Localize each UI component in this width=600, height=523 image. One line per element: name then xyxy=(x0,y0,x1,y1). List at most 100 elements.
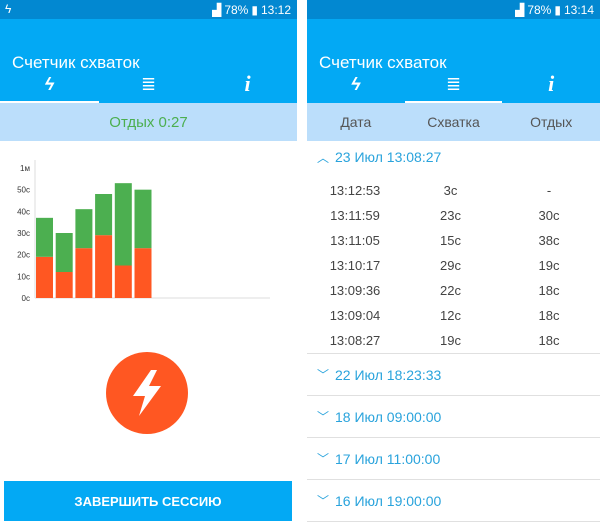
contractions-chart: 0с 10с 20с 30с 40с 50с 1м xyxy=(17,160,270,303)
end-session-button[interactable]: ЗАВЕРШИТЬ СЕССИЮ xyxy=(4,481,292,521)
battery-level: 78% xyxy=(224,2,249,17)
y-tick-label: 40с xyxy=(17,207,30,216)
list-icon: ≣ xyxy=(445,73,462,94)
y-tick-label: 50с xyxy=(17,186,30,195)
session-group: ︿ 23 Июл 13:08:27 13:12:53 3с - 13:11:59 23с 30… xyxy=(307,141,600,354)
session-date: 17 Июл 11:00:00 xyxy=(335,450,441,467)
session-header[interactable]: ﹀ 17 Июл 11:00:00 xyxy=(307,438,600,479)
table-row: 13:10:17 29с 19с xyxy=(307,253,600,278)
session-group: ﹀ 18 Июл 09:00:00 xyxy=(307,396,600,438)
rest-bar xyxy=(75,209,93,249)
row-time: 13:09:36 xyxy=(329,283,381,298)
row-contraction: 19с xyxy=(440,333,461,348)
rest-timer: Отдых 0:27 xyxy=(109,113,188,131)
row-contraction: 29с xyxy=(440,258,461,273)
notification-bolt-icon: ϟ xyxy=(5,2,12,16)
chevron-down-icon: ﹀ xyxy=(317,494,330,508)
row-time: 13:08:27 xyxy=(329,333,381,348)
contraction-bar xyxy=(36,256,53,298)
tab-history[interactable]: ≣ xyxy=(404,65,503,103)
y-tick-label: 30с xyxy=(17,229,30,238)
row-contraction: 3с xyxy=(443,183,458,198)
session-group: ﹀ 22 Июл 18:23:33 xyxy=(307,354,600,396)
session-date: 16 Июл 19:00:00 xyxy=(335,492,442,509)
chevron-down-icon: ﹀ xyxy=(317,410,330,424)
session-header[interactable]: ﹀ 18 Июл 09:00:00 xyxy=(307,396,600,437)
y-tick-label: 10с xyxy=(17,272,30,281)
info-icon: i xyxy=(548,71,555,96)
row-rest: 18с xyxy=(538,333,560,348)
list-icon: ≣ xyxy=(140,73,157,94)
rest-bar xyxy=(95,194,113,236)
app-title: Счетчик схваток xyxy=(319,53,447,72)
row-rest: 18с xyxy=(538,283,560,298)
tab-info[interactable]: i xyxy=(198,65,297,103)
session-header[interactable]: ﹀ 22 Июл 18:23:33 xyxy=(307,354,600,395)
row-time: 13:11:05 xyxy=(330,233,380,248)
tab-timer[interactable]: ϟ xyxy=(307,65,405,103)
row-rest: 30с xyxy=(538,208,560,223)
bolt-icon: ϟ xyxy=(44,73,55,94)
y-tick-label: 0с xyxy=(22,294,30,303)
contraction-bar xyxy=(55,272,73,298)
session-header[interactable]: ﹀ 16 Июл 19:00:00 xyxy=(307,480,600,521)
contraction-button[interactable] xyxy=(106,352,188,434)
row-contraction: 23с xyxy=(440,208,461,223)
rest-bar xyxy=(36,217,53,257)
tab-history[interactable]: ≣ xyxy=(99,65,198,103)
table-row: 13:12:53 3с - xyxy=(307,178,600,203)
info-icon: i xyxy=(244,71,251,96)
session-list: ︿ 23 Июл 13:08:27 13:12:53 3с - 13:11:59 23с 30… xyxy=(307,141,600,522)
signal-icon: ▟ xyxy=(515,2,525,17)
table-row: 13:08:27 19с 18с xyxy=(307,328,600,353)
row-rest: 18с xyxy=(538,308,560,323)
battery-icon: ▮ xyxy=(251,2,258,17)
row-rest: - xyxy=(546,183,552,198)
clock: 13:12 xyxy=(260,2,291,17)
table-row: 13:11:05 15с 38с xyxy=(307,228,600,253)
session-date: 23 Июл 13:08:27 xyxy=(335,149,442,165)
chevron-down-icon: ﹀ xyxy=(317,452,330,466)
row-contraction: 15с xyxy=(440,233,461,248)
tab-info[interactable]: i xyxy=(502,65,600,103)
bolt-icon: ϟ xyxy=(351,73,361,94)
column-headers: Дата Схватка Отдых xyxy=(307,103,600,141)
history-screen: ▟ 78% ▮ 13:14 Счетчик схваток ϟ ≣ i Дата… xyxy=(307,0,600,523)
row-contraction: 12с xyxy=(440,308,461,323)
tab-timer[interactable]: ϟ xyxy=(0,65,99,103)
signal-icon: ▟ xyxy=(212,2,222,17)
app-bar: Счетчик схваток ϟ ≣ i xyxy=(307,19,600,103)
y-tick-label: 20с xyxy=(17,251,30,260)
rest-bar xyxy=(55,233,73,272)
contraction-bar xyxy=(75,248,93,298)
rest-bar xyxy=(134,189,152,249)
timer-screen: ϟ ▟ 78% ▮ 13:12 Счетчик схваток ϟ ≣ i От… xyxy=(0,0,297,523)
table-row: 13:09:04 12с 18с xyxy=(307,303,600,328)
session-header[interactable]: ︿ 23 Июл 13:08:27 xyxy=(307,141,600,173)
row-time: 13:10:17 xyxy=(329,258,381,273)
row-rest: 38с xyxy=(538,233,560,248)
column-date: Дата xyxy=(340,114,372,130)
y-tick-label: 1м xyxy=(20,164,30,173)
session-date: 22 Июл 18:23:33 xyxy=(335,366,442,383)
table-row: 13:11:59 23с 30с xyxy=(307,203,600,228)
contraction-bar xyxy=(95,235,113,298)
app-bar: Счетчик схваток ϟ ≣ i xyxy=(0,19,297,103)
session-date: 18 Июл 09:00:00 xyxy=(335,408,442,425)
clock: 13:14 xyxy=(563,2,594,17)
app-title: Счетчик схваток xyxy=(12,53,140,72)
column-rest: Отдых xyxy=(530,114,573,130)
contraction-bar xyxy=(114,265,132,298)
status-bar: ϟ ▟ 78% ▮ 13:12 xyxy=(0,0,297,19)
battery-icon: ▮ xyxy=(554,2,561,17)
table-row: 13:09:36 22с 18с xyxy=(307,278,600,303)
battery-level: 78% xyxy=(527,2,552,17)
contraction-bar xyxy=(134,248,152,298)
bolt-icon xyxy=(133,370,161,416)
row-contraction: 22с xyxy=(440,283,461,298)
chevron-up-icon: ︿ xyxy=(317,150,330,165)
session-group: ﹀ 17 Июл 11:00:00 xyxy=(307,438,600,480)
row-time: 13:11:59 xyxy=(330,208,380,223)
row-time: 13:09:04 xyxy=(329,308,381,323)
chevron-down-icon: ﹀ xyxy=(317,368,330,382)
